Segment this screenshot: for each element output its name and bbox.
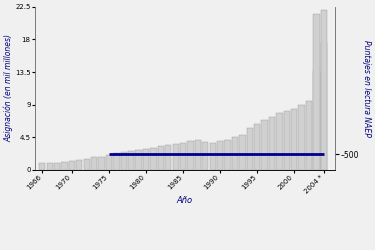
Bar [143,149,149,170]
Y-axis label: Puntajes en lectura NAEP: Puntajes en lectura NAEP [362,40,371,137]
Bar [321,43,327,170]
Bar [284,111,290,170]
Bar [224,140,231,170]
Bar [54,163,60,170]
Bar [98,156,105,170]
Bar [195,140,201,170]
Y-axis label: Asignación (en mil millones): Asignación (en mil millones) [4,34,14,142]
Bar [62,162,68,170]
Bar [69,161,75,170]
Bar [180,143,186,170]
Bar [165,145,171,170]
Bar [76,160,82,170]
Bar [291,109,297,170]
Bar [135,150,142,170]
Bar [314,14,320,170]
Bar [210,143,216,170]
Bar [46,163,53,170]
Bar [247,128,253,170]
Bar [232,137,238,170]
Bar [269,117,275,170]
Bar [306,101,312,170]
Bar [113,153,120,170]
Bar [172,144,179,170]
Bar [150,148,157,170]
Bar [202,142,208,170]
Bar [158,146,164,170]
X-axis label: Año: Año [177,196,193,205]
Bar [91,157,97,170]
Bar [39,164,45,170]
Bar [128,151,134,170]
Bar [298,105,305,170]
Bar [121,152,127,170]
Bar [321,10,327,170]
Bar [106,155,112,170]
Bar [261,120,268,170]
Bar [239,135,246,170]
Bar [254,124,260,170]
Bar [314,70,320,170]
Bar [217,141,223,170]
Bar [276,114,283,170]
Bar [188,141,194,170]
Bar [84,159,90,170]
